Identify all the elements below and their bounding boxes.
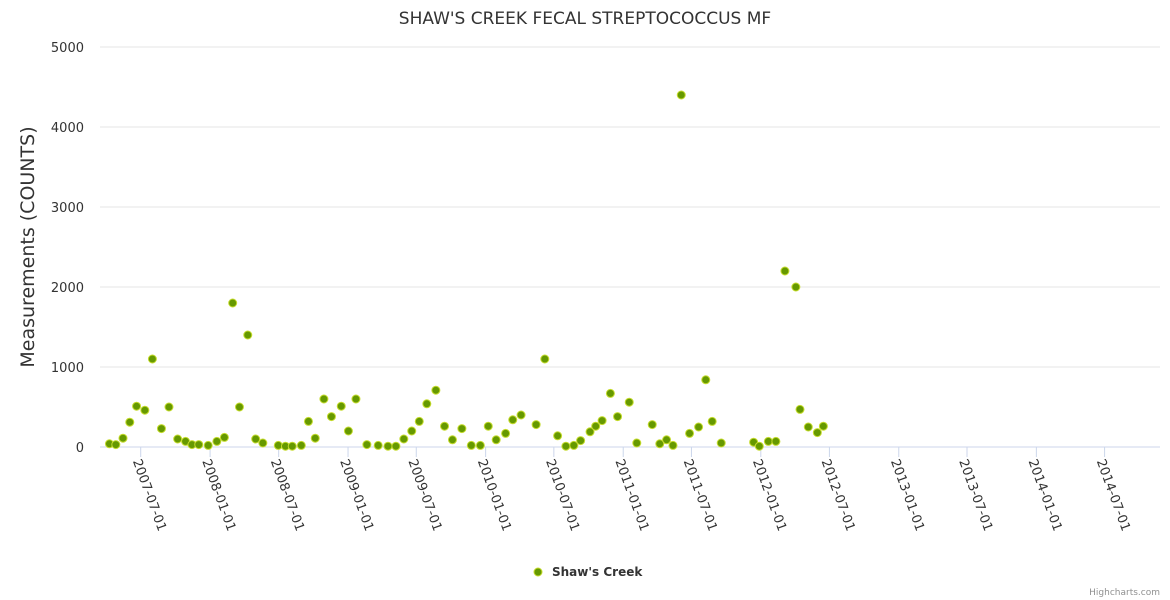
data-point-60[interactable] (605, 388, 615, 398)
data-point-36[interactable] (399, 434, 409, 444)
data-point-13[interactable] (203, 440, 213, 450)
data-point-38[interactable] (414, 416, 424, 426)
series-points (104, 90, 828, 451)
data-point-9[interactable] (173, 434, 183, 444)
data-point-66[interactable] (662, 435, 672, 445)
y-tick-label-2000: 2000 (51, 281, 84, 296)
data-point-42[interactable] (447, 435, 457, 445)
data-point-45[interactable] (475, 440, 485, 450)
data-point-4[interactable] (132, 401, 142, 411)
y-tick-label-5000: 5000 (51, 41, 84, 56)
data-point-77[interactable] (771, 436, 781, 446)
data-point-26[interactable] (310, 433, 320, 443)
y-axis-label: Measurements (COUNTS) (17, 126, 39, 367)
data-point-31[interactable] (351, 394, 361, 404)
data-point-64[interactable] (647, 420, 657, 430)
data-point-79[interactable] (791, 282, 801, 292)
data-point-41[interactable] (440, 421, 450, 431)
data-point-50[interactable] (516, 410, 526, 420)
data-point-56[interactable] (576, 436, 586, 446)
data-point-57[interactable] (585, 427, 595, 437)
data-point-16[interactable] (228, 298, 238, 308)
data-point-44[interactable] (466, 440, 476, 450)
data-point-32[interactable] (362, 440, 372, 450)
data-point-2[interactable] (118, 433, 128, 443)
data-point-76[interactable] (763, 436, 773, 446)
data-point-70[interactable] (694, 422, 704, 432)
data-point-43[interactable] (457, 424, 467, 434)
data-point-25[interactable] (303, 416, 313, 426)
data-point-75[interactable] (754, 441, 764, 451)
data-point-7[interactable] (156, 424, 166, 434)
data-point-67[interactable] (668, 440, 678, 450)
legend-symbol[interactable] (533, 567, 543, 577)
data-point-3[interactable] (125, 417, 135, 427)
data-point-8[interactable] (164, 402, 174, 412)
data-point-71[interactable] (701, 375, 711, 385)
y-axis-ticks: 0 1000 2000 3000 4000 5000 (51, 41, 84, 456)
data-point-24[interactable] (296, 440, 306, 450)
data-point-63[interactable] (632, 438, 642, 448)
data-point-49[interactable] (508, 415, 518, 425)
data-point-83[interactable] (818, 421, 828, 431)
data-point-33[interactable] (373, 440, 383, 450)
data-point-30[interactable] (343, 426, 353, 436)
data-point-55[interactable] (569, 440, 579, 450)
data-point-5[interactable] (140, 405, 150, 415)
data-point-81[interactable] (803, 422, 813, 432)
data-point-73[interactable] (716, 438, 726, 448)
data-point-59[interactable] (597, 416, 607, 426)
data-point-61[interactable] (613, 412, 623, 422)
credits-link[interactable]: Highcharts.com (1089, 588, 1160, 598)
data-point-58[interactable] (591, 421, 601, 431)
legend-item-shaws-creek[interactable]: Shaw's Creek (552, 565, 643, 579)
data-point-37[interactable] (407, 426, 417, 436)
data-point-72[interactable] (707, 416, 717, 426)
data-point-51[interactable] (531, 420, 541, 430)
data-point-80[interactable] (795, 404, 805, 414)
data-point-53[interactable] (553, 431, 563, 441)
data-point-18[interactable] (243, 330, 253, 340)
data-point-69[interactable] (685, 428, 695, 438)
grid-lines (100, 46, 1160, 368)
y-tick-label-0: 0 (76, 441, 84, 456)
data-point-27[interactable] (319, 394, 329, 404)
data-point-65[interactable] (655, 439, 665, 449)
data-point-82[interactable] (812, 428, 822, 438)
data-point-68[interactable] (676, 90, 686, 100)
data-point-28[interactable] (326, 412, 336, 422)
data-point-54[interactable] (561, 441, 571, 451)
data-point-35[interactable] (391, 441, 401, 451)
data-point-40[interactable] (431, 385, 441, 395)
data-point-78[interactable] (780, 266, 790, 276)
data-point-20[interactable] (258, 438, 268, 448)
data-point-48[interactable] (501, 428, 511, 438)
data-point-17[interactable] (234, 402, 244, 412)
data-point-52[interactable] (540, 354, 550, 364)
data-point-15[interactable] (219, 432, 229, 442)
y-tick-label-3000: 3000 (51, 201, 84, 216)
legend[interactable]: Shaw's Creek (533, 565, 643, 579)
data-point-14[interactable] (212, 436, 222, 446)
data-point-29[interactable] (336, 401, 346, 411)
data-point-39[interactable] (422, 399, 432, 409)
chart-title: SHAW'S CREEK FECAL STREPTOCOCCUS MF (399, 9, 771, 29)
data-point-47[interactable] (491, 435, 501, 445)
data-point-12[interactable] (194, 440, 204, 450)
data-point-19[interactable] (251, 434, 261, 444)
y-tick-label-1000: 1000 (51, 361, 84, 376)
data-point-1[interactable] (111, 440, 121, 450)
data-point-6[interactable] (147, 354, 157, 364)
data-point-34[interactable] (383, 441, 393, 451)
data-point-62[interactable] (624, 397, 634, 407)
data-point-46[interactable] (483, 421, 493, 431)
data-point-23[interactable] (287, 441, 297, 451)
y-tick-label-4000: 4000 (51, 121, 84, 136)
